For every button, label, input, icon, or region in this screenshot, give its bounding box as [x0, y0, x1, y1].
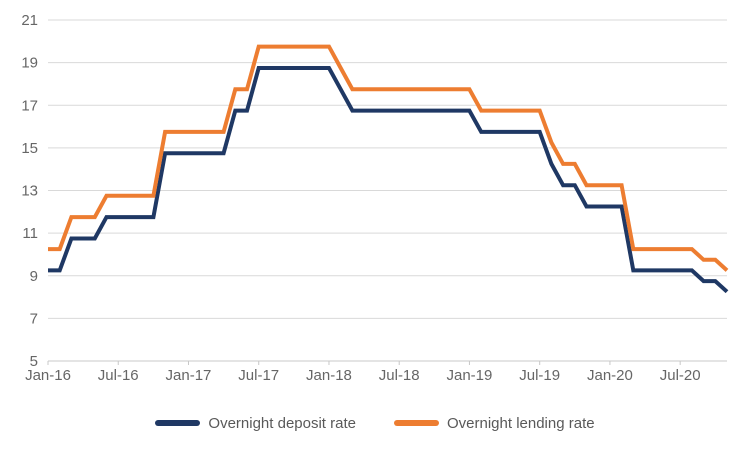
- x-tick-label: Jan-20: [587, 367, 633, 384]
- y-tick-label: 7: [30, 310, 38, 327]
- x-tick-label: Jan-18: [306, 367, 352, 384]
- deposit-rate-line: [48, 66, 729, 294]
- lending-line-swatch: [394, 420, 439, 426]
- chart-plot-area: 5 7 9 11 13 15 17 19 21 Jan-16 Jul-16 Jan-17 Jul-17 J…: [21, 12, 729, 384]
- y-tick-label: 11: [22, 225, 38, 242]
- x-tick-label: Jul-18: [379, 367, 420, 384]
- legend-label-deposit: Overnight deposit rate: [208, 414, 356, 432]
- legend-item-lending: Overnight lending rate: [394, 415, 595, 432]
- x-tick-label: Jul-20: [660, 367, 701, 384]
- x-tick-label: Jan-19: [447, 367, 493, 384]
- y-tick-label: 21: [21, 12, 38, 29]
- y-tick-label: 15: [21, 140, 38, 157]
- x-tick-label: Jul-19: [519, 367, 560, 384]
- y-tick-label: 5: [30, 353, 38, 370]
- x-tick-label: Jul-17: [238, 367, 279, 384]
- x-tick-label: Jan-17: [166, 367, 212, 384]
- x-tick-label: Jul-16: [98, 367, 139, 384]
- lending-rate-line: [48, 44, 729, 272]
- y-tick-label: 9: [30, 268, 38, 285]
- legend-item-deposit: Overnight deposit rate: [155, 415, 356, 432]
- chart-legend: Overnight deposit rate Overnight lending…: [0, 410, 750, 436]
- y-tick-label: 17: [21, 97, 38, 114]
- x-tick-label: Jan-16: [25, 367, 71, 384]
- y-tick-label: 13: [21, 183, 38, 200]
- y-tick-label: 19: [21, 55, 38, 72]
- legend-label-lending: Overnight lending rate: [447, 414, 595, 432]
- deposit-line-swatch: [155, 420, 201, 426]
